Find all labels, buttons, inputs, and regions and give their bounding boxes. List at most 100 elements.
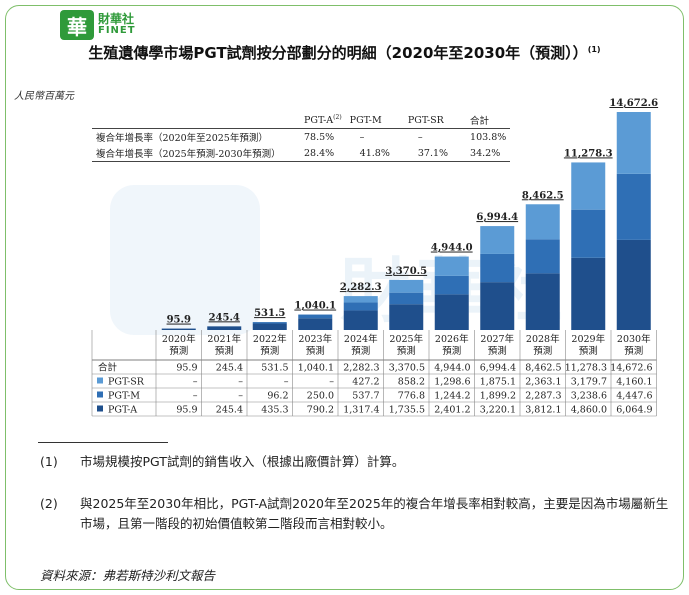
bar-total-label: 2,282.3 bbox=[340, 282, 382, 293]
bar-segment-pgt-a bbox=[389, 304, 424, 330]
footnote-number: (1) bbox=[40, 454, 58, 469]
category-label-forecast: 預測 bbox=[579, 345, 598, 357]
bar-segment-pgt-a bbox=[434, 294, 469, 330]
bar-segment-pgt-a bbox=[298, 318, 333, 330]
bar-total-label: 245.4 bbox=[209, 312, 240, 323]
cagr-header-total: 合計 bbox=[452, 112, 511, 129]
table-cell: 4,944.0 bbox=[434, 363, 470, 374]
bar-segment-pgt-a bbox=[480, 282, 515, 330]
cagr-row-label: 複合年增長率（2025年預測-2030年預測） bbox=[92, 145, 300, 162]
bar-segment-pgt-sr bbox=[571, 162, 606, 210]
footnote-divider bbox=[38, 442, 168, 443]
bar-segment-pgt-m bbox=[616, 173, 651, 240]
bar-segment-pgt-m bbox=[525, 239, 560, 274]
cagr-header-pgt-sr: PGT-SR bbox=[393, 112, 453, 129]
table-cell: 6,994.4 bbox=[480, 363, 516, 374]
stacked-bar-chart: 95.9 245.4 531.51,040.12,282.33,370.54,944… bbox=[91, 98, 658, 417]
bar-segment-pgt-sr bbox=[616, 112, 651, 174]
table-cell: 2,363.1 bbox=[525, 377, 561, 388]
table-cell: 6,064.9 bbox=[616, 405, 652, 416]
table-cell: 858.2 bbox=[398, 377, 425, 388]
legend-swatch bbox=[97, 405, 103, 412]
table-cell: 4,160.1 bbox=[616, 377, 652, 388]
source-note: 資料來源：弗若斯特沙利文報告 bbox=[40, 568, 216, 583]
category-label-year: 2030年 bbox=[617, 333, 651, 345]
category-label-year: 2029年 bbox=[571, 333, 605, 345]
bar-segment-pgt-a bbox=[571, 257, 606, 330]
category-label-year: 2026年 bbox=[435, 333, 469, 345]
bar-segment-pgt-a bbox=[207, 326, 242, 330]
bar-total-label: 95.9 bbox=[167, 315, 191, 326]
cagr-cell: 37.1% bbox=[393, 145, 453, 162]
cagr-row: 複合年增長率（2025年預測-2030年預測） 28.4% 41.8% 37.1… bbox=[92, 145, 511, 162]
category-label-forecast: 預測 bbox=[215, 345, 234, 357]
table-cell: 11,278.3 bbox=[565, 363, 607, 374]
table-row-label: PGT-M bbox=[108, 391, 140, 402]
category-label-forecast: 預測 bbox=[533, 345, 552, 357]
bar-total-label: 14,672.6 bbox=[609, 98, 658, 109]
table-cell: 1,317.4 bbox=[343, 405, 379, 416]
category-label-year: 2021年 bbox=[207, 333, 241, 345]
bar-segment-pgt-a bbox=[343, 310, 378, 330]
chart-title-text: 生殖遺傳學市場PGT試劑按分部劃分的明細（2020年至2030年（預測）） bbox=[88, 44, 588, 62]
table-cell: 245.4 bbox=[216, 405, 243, 416]
table-row-label: 合計 bbox=[98, 362, 118, 374]
table-cell: 2,401.2 bbox=[434, 405, 470, 416]
finet-logo: 華 財華社 FINET bbox=[60, 10, 136, 40]
table-cell: – bbox=[329, 377, 334, 388]
bar-segment-pgt-a bbox=[616, 239, 651, 330]
bar-segment-pgt-a bbox=[161, 328, 196, 330]
category-label-year: 2022年 bbox=[253, 333, 287, 345]
table-cell: – bbox=[193, 377, 198, 388]
cagr-cell: 28.4% bbox=[300, 145, 346, 162]
table-cell: 3,220.1 bbox=[480, 405, 516, 416]
category-label-year: 2020年 bbox=[162, 333, 196, 345]
legend-swatch bbox=[97, 377, 103, 384]
bar-total-label: 11,278.3 bbox=[564, 148, 613, 159]
bar-segment-pgt-sr bbox=[434, 256, 469, 276]
bar-segment-pgt-m bbox=[571, 209, 606, 258]
table-row-label: PGT-A bbox=[108, 405, 137, 416]
table-cell: – bbox=[238, 391, 243, 402]
bar-segment-pgt-a bbox=[252, 323, 287, 330]
bar-segment-pgt-sr bbox=[480, 226, 515, 254]
cagr-cell: – bbox=[359, 131, 365, 143]
category-label-year: 2027年 bbox=[480, 333, 514, 345]
logo-mark-icon: 華 bbox=[60, 10, 94, 40]
category-label-year: 2028年 bbox=[526, 333, 560, 345]
bar-segment-pgt-m bbox=[434, 275, 469, 295]
cagr-corner bbox=[92, 112, 300, 129]
table-cell: 1,040.1 bbox=[298, 363, 334, 374]
table-cell: – bbox=[193, 391, 198, 402]
table-cell: 95.9 bbox=[176, 363, 197, 374]
table-cell: 245.4 bbox=[216, 363, 243, 374]
table-cell: 1,735.5 bbox=[389, 405, 425, 416]
table-cell: 4,447.6 bbox=[616, 391, 652, 402]
table-cell: 250.0 bbox=[307, 391, 334, 402]
table-cell: 8,462.5 bbox=[525, 363, 561, 374]
legend-swatch bbox=[97, 391, 103, 398]
chart-title: 生殖遺傳學市場PGT試劑按分部劃分的明細（2020年至2030年（預測））(1) bbox=[12, 42, 677, 63]
logo-english-name: FINET bbox=[98, 25, 136, 36]
category-label-forecast: 預測 bbox=[306, 345, 325, 357]
category-label-year: 2024年 bbox=[344, 333, 378, 345]
table-cell: 95.9 bbox=[176, 405, 197, 416]
table-cell: 776.8 bbox=[398, 391, 425, 402]
table-cell: 2,282.3 bbox=[343, 363, 379, 374]
cagr-cell: – bbox=[417, 131, 423, 143]
cagr-header-pgt-m: PGT-M bbox=[345, 112, 394, 129]
bar-segment-pgt-sr bbox=[389, 279, 424, 293]
bar-total-label: 3,370.5 bbox=[385, 266, 427, 277]
table-cell: 435.3 bbox=[261, 405, 288, 416]
table-cell: 3,370.5 bbox=[389, 363, 425, 374]
category-label-forecast: 預測 bbox=[488, 345, 507, 357]
unit-label: 人民幣百萬元 bbox=[14, 91, 74, 102]
table-cell: 2,287.3 bbox=[525, 391, 561, 402]
table-cell: – bbox=[238, 377, 243, 388]
bar-total-label: 531.5 bbox=[254, 308, 285, 319]
bar-segment-pgt-m bbox=[252, 322, 287, 324]
bar-segment-pgt-sr bbox=[343, 296, 378, 303]
bar-segment-pgt-sr bbox=[525, 204, 560, 240]
table-cell: 427.2 bbox=[352, 377, 379, 388]
watermark-logo-block bbox=[110, 185, 260, 335]
